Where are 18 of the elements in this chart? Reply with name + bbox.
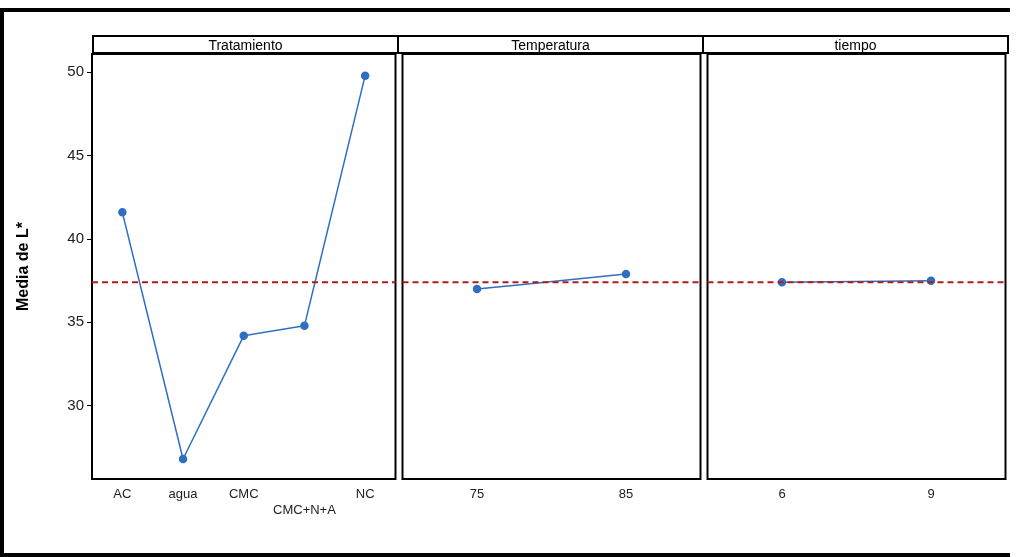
x-tick-label: 85 [618,486,634,502]
chart-title: tiempo [702,35,1009,54]
x-tick-label: 9 [927,486,935,502]
y-tick-label: 35 [67,312,84,330]
y-tick-label: 45 [67,145,84,163]
x-tick-label: 6 [778,486,786,502]
y-axis-title: Media de L* [14,221,32,311]
x-tick-label: CMC [228,486,259,502]
x-tick-label: 75 [469,486,485,502]
y-tick-label: 40 [67,229,84,247]
x-tick-label: CMC+N+A [273,501,337,517]
y-tick-label: 50 [67,62,84,80]
x-tick-label: agua [168,486,199,502]
y-tick-label: 30 [67,395,84,413]
chart-title: Tratamiento [92,35,399,54]
x-tick-label: NC [355,486,375,502]
chart-title: Temperatura [397,35,704,54]
x-tick-label: AC [113,486,132,502]
